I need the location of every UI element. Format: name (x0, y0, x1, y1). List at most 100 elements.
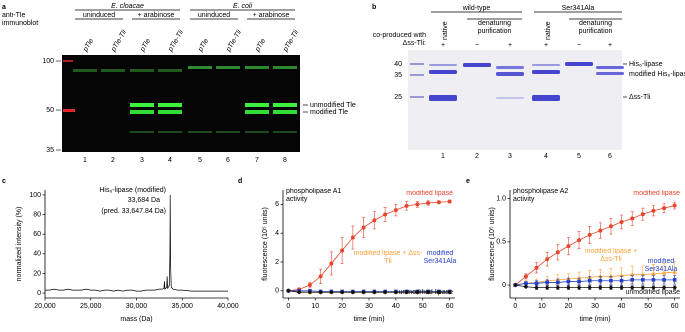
series-label-box: unmodified lipase (399, 289, 453, 296)
y-tick-label: 0 (37, 290, 41, 297)
condition-label: uninduced (198, 12, 230, 19)
lane-number: 3 (508, 153, 512, 160)
data-point (286, 288, 291, 294)
series-label: modified lipase + Δss-Tli (584, 248, 638, 263)
blot-band (158, 69, 182, 72)
sign: − (475, 42, 479, 49)
gel-band (429, 70, 457, 74)
x-tick-label: 20,000 (34, 303, 56, 310)
ladder-band (410, 63, 424, 65)
annotation: 33,684 Da (128, 197, 160, 204)
blot-band (273, 66, 297, 69)
x-axis-label: time (min) (353, 316, 384, 323)
y-tick-label: 6 (275, 201, 279, 208)
data-point (361, 289, 366, 295)
data-point (651, 271, 656, 276)
sign: + (544, 42, 548, 49)
gel-band (496, 66, 524, 69)
panel-label: b (372, 4, 376, 11)
series-label: modified Ser341Ala (644, 258, 678, 273)
lane-label: pTle-Tli (110, 29, 128, 54)
gel-band (532, 64, 560, 66)
y-tick-label: 4 (275, 230, 279, 237)
marker-label: 40 (394, 61, 402, 68)
x-tick-label: 0 (513, 303, 517, 310)
blot-band (130, 103, 154, 107)
y-tick-label: 0 (275, 288, 279, 295)
y-axis-label: fluorescence (10⁵ units) (489, 207, 496, 281)
lane-number: 1 (83, 157, 87, 164)
annotation-box: phospholipase A2 activity (513, 188, 568, 203)
sign: + (608, 42, 612, 49)
blot-band (245, 110, 269, 114)
gel-band (496, 72, 524, 76)
lane-number: 4 (544, 153, 548, 160)
data-point (436, 200, 441, 205)
lane-number: 3 (140, 157, 144, 164)
y-axis-label: normalized intensity (%) (16, 207, 23, 282)
x-tick-label: 40 (618, 303, 626, 310)
data-point (307, 283, 312, 288)
data-point (629, 285, 635, 290)
band-label: modified His₆-lipase (629, 71, 685, 78)
blot-band (245, 103, 269, 107)
blot-band (130, 69, 154, 72)
lane-header: native (545, 21, 552, 40)
marker-label: 50 (46, 107, 54, 114)
annotation: phospholipase A1 activity (286, 188, 342, 203)
blot-band (130, 110, 154, 114)
data-point (608, 285, 614, 290)
lane-number: 6 (608, 153, 612, 160)
lane-header-box: denaturing purification (478, 20, 512, 35)
data-point (382, 289, 388, 295)
coproduced-label: co-produced with Δss-Tli: (372, 32, 426, 47)
data-point (576, 285, 582, 290)
annotation: (pred. 33,647.84 Da) (101, 208, 166, 215)
panel-label: a (2, 4, 6, 11)
x-tick-label: 30 (365, 303, 373, 310)
data-point (598, 285, 603, 290)
series-label-box: modified lipase (633, 190, 680, 197)
data-point (318, 289, 323, 295)
coproduced-label-box: co-produced with Δss-Tli: (372, 32, 426, 47)
data-point (672, 203, 677, 208)
lane-header: native (442, 21, 449, 40)
data-point (340, 248, 345, 253)
data-point (534, 285, 539, 290)
annotation: His₆-lipase (modified) (99, 187, 166, 194)
ladder-band (63, 60, 73, 62)
series-label: modified lipase (633, 190, 680, 197)
x-tick-label: 60 (446, 303, 454, 310)
lane-header-box: denaturing purification (579, 20, 613, 35)
lane-number: 7 (255, 157, 259, 164)
lane-number: 8 (283, 157, 287, 164)
data-point (619, 285, 624, 290)
series-label: unmodified lipase (625, 289, 680, 296)
marker-label: 35 (394, 72, 402, 79)
data-point (361, 225, 366, 230)
data-point (619, 278, 624, 283)
data-point (544, 285, 550, 290)
group-name: wild-type (462, 5, 491, 12)
x-tick-label: 30 (591, 303, 599, 310)
data-point (296, 289, 302, 295)
data-point (545, 257, 550, 262)
y-tick-label: 60 (33, 231, 41, 238)
x-tick-label: 40 (392, 303, 400, 310)
sign: + (508, 42, 512, 49)
blot-band (245, 131, 269, 133)
y-tick-label: 80 (33, 211, 41, 218)
data-point (566, 244, 571, 249)
blot-band (273, 110, 297, 114)
data-point (534, 281, 539, 286)
data-point (576, 275, 582, 280)
condition-label: + arabinose (253, 12, 290, 19)
data-point (447, 199, 452, 204)
lane-label: pTle-Tli (282, 29, 300, 54)
gel-band (596, 66, 624, 69)
lane-number: 6 (226, 157, 230, 164)
data-point (534, 265, 539, 270)
data-point (662, 206, 667, 211)
data-point (598, 274, 603, 278)
data-point (404, 289, 409, 295)
